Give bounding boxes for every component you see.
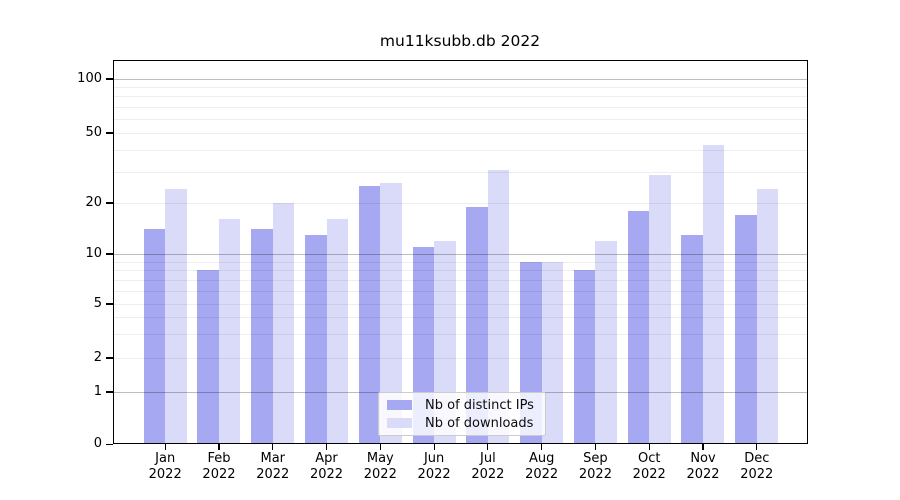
x-tick-may (379, 444, 381, 450)
gridline-minor-60 (112, 118, 809, 120)
gridline-major-10 (112, 254, 809, 255)
gridline-minor-8 (112, 270, 809, 272)
bar-downloads-jan (165, 189, 187, 445)
bar-distinct-ips-apr (305, 234, 327, 445)
y-tick-50 (105, 132, 113, 134)
gridline-minor-40 (112, 150, 809, 152)
x-tick-label-feb: Feb 2022 (202, 451, 236, 482)
gridline-minor-20 (112, 203, 809, 204)
x-tick-oct (648, 444, 650, 450)
x-tick-label-mar: Mar 2022 (256, 451, 290, 482)
x-tick-label-sep: Sep 2022 (578, 451, 612, 482)
x-tick-label-jul: Jul 2022 (471, 451, 505, 482)
gridline-minor-6 (112, 290, 809, 292)
y-tick-label-20: 20 (85, 195, 102, 210)
y-tick-10 (105, 253, 113, 255)
x-tick-feb (218, 444, 220, 450)
bar-downloads-aug (541, 261, 564, 445)
legend: Nb of distinct IPs Nb of downloads (378, 392, 546, 436)
bar-downloads-mar (272, 203, 295, 445)
y-tick-label-1: 1 (93, 384, 102, 399)
gridline-minor-3 (112, 334, 809, 336)
gridline-minor-30 (112, 172, 809, 174)
y-tick-label-50: 50 (85, 125, 102, 140)
x-tick-label-apr: Apr 2022 (309, 451, 344, 482)
bar-downloads-oct (649, 174, 671, 445)
x-tick-label-jan: Jan 2022 (148, 451, 182, 482)
bar-distinct-ips-jan (143, 229, 166, 445)
bar-distinct-ips-nov (681, 234, 703, 445)
bar-downloads-dec (756, 189, 779, 445)
gridline-minor-9 (112, 261, 809, 263)
x-tick-sep (594, 444, 597, 450)
gridline-minor-4 (112, 317, 809, 319)
legend-swatch-downloads (387, 418, 412, 428)
bar-distinct-ips-mar (251, 229, 273, 445)
x-tick-label-nov: Nov 2022 (686, 451, 720, 482)
bar-distinct-ips-feb (197, 270, 219, 445)
bar-downloads-may (380, 182, 402, 445)
x-tick-mar (272, 444, 274, 450)
bar-distinct-ips-oct (627, 210, 650, 445)
legend-label-downloads: Nb of downloads (425, 415, 534, 431)
x-tick-label-jun: Jun 2022 (417, 451, 451, 482)
x-tick-aug (541, 444, 543, 450)
y-tick-0 (105, 443, 113, 445)
gridline-minor-90 (112, 87, 809, 89)
x-tick-label-oct: Oct 2022 (632, 451, 666, 482)
chart-title: mu11ksubb.db 2022 (379, 32, 541, 50)
gridline-minor-5 (112, 304, 809, 305)
x-tick-label-dec: Dec 2022 (740, 451, 774, 482)
x-tick-nov (702, 444, 704, 450)
x-tick-label-aug: Aug 2022 (525, 451, 559, 482)
bar-downloads-sep (595, 240, 617, 445)
bar-distinct-ips-jul (466, 206, 488, 445)
x-tick-jan (164, 444, 166, 450)
y-tick-label-2: 2 (93, 350, 102, 365)
x-tick-dec (756, 444, 758, 450)
bar-downloads-feb (218, 219, 241, 445)
legend-swatch-distinct-ips (387, 400, 412, 410)
x-tick-jun (433, 444, 435, 450)
y-tick-5 (105, 303, 113, 305)
plot-area (112, 59, 809, 445)
y-tick-20 (105, 202, 113, 204)
y-tick-label-10: 10 (85, 246, 102, 261)
gridline-minor-7 (112, 279, 809, 281)
y-tick-label-5: 5 (93, 296, 102, 311)
bar-distinct-ips-dec (735, 214, 757, 445)
x-tick-label-may: May 2022 (363, 451, 397, 482)
y-tick-label-100: 100 (77, 71, 102, 86)
bar-downloads-jul (487, 169, 510, 445)
bar-distinct-ips-may (358, 185, 381, 445)
x-tick-apr (325, 444, 328, 450)
gridline-major-100 (112, 79, 809, 80)
bar-downloads-nov (702, 144, 725, 445)
legend-item-distinct-ips: Nb of distinct IPs (387, 398, 537, 413)
gridline-minor-80 (112, 96, 809, 98)
y-tick-1 (105, 391, 113, 393)
bar-downloads-apr (326, 219, 349, 445)
gridline-minor-2 (112, 358, 809, 359)
gridline-minor-70 (112, 106, 809, 108)
y-tick-100 (105, 78, 113, 80)
legend-label-distinct-ips: Nb of distinct IPs (425, 397, 534, 413)
y-tick-label-0: 0 (93, 436, 102, 452)
y-tick-2 (105, 357, 113, 359)
bar-distinct-ips-sep (573, 270, 596, 445)
x-tick-jul (487, 444, 489, 450)
gridline-minor-50 (112, 133, 809, 134)
legend-item-downloads: Nb of downloads (387, 416, 537, 431)
